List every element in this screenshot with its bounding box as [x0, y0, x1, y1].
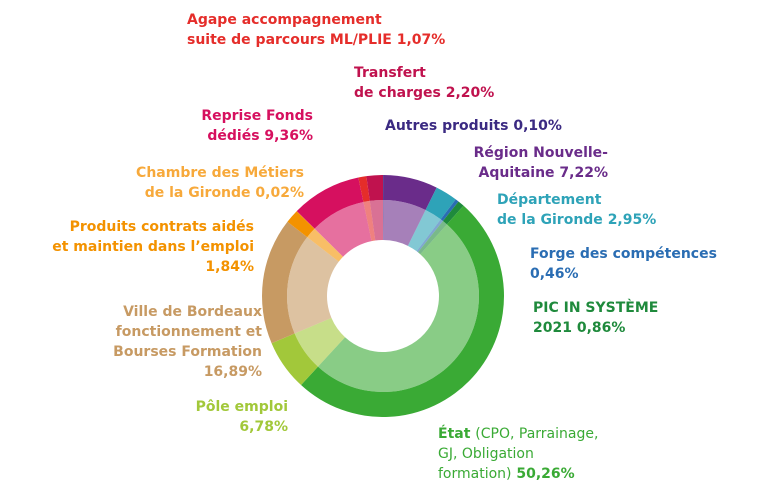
slice-inner — [407, 209, 441, 252]
value-label: 0,46% — [530, 266, 579, 282]
value-label: 7,22% — [559, 165, 608, 181]
value-label: 0,86% — [576, 320, 626, 336]
slice-inner — [314, 228, 344, 257]
slice-inner — [294, 317, 346, 367]
slice-outer — [383, 175, 384, 201]
slice-label: Transfert de charges 2,20% — [354, 63, 494, 103]
slice-inner — [383, 200, 426, 246]
slice-inner — [416, 219, 443, 253]
slice-label: PIC IN SYSTÈME 2021 0,86% — [533, 298, 658, 338]
value-label: 2,95% — [607, 212, 657, 228]
value-label: 50,26% — [516, 466, 575, 482]
value-label: 1,07% — [396, 32, 446, 48]
slice-label: Département de la Gironde 2,95% — [497, 190, 656, 230]
slice-label: Ville de Bordeaux fonctionnement et Bour… — [113, 302, 262, 382]
slice-inner — [369, 200, 383, 241]
label-text: PIC IN SYSTÈME 2021 — [533, 300, 659, 336]
slice-inner — [317, 224, 480, 393]
slice-label: Reprise Fonds dédiés 9,36% — [201, 106, 313, 146]
label-text: Forge des compétences — [530, 246, 717, 262]
det: (CPO, Parrainage, GJ, Obligation formati… — [438, 426, 599, 482]
slice-outer — [296, 211, 315, 229]
label-text: Ville de Bordeaux fonctionnement et Bour… — [113, 304, 262, 360]
slice-label: Région Nouvelle- Aquitaine 7,22% — [474, 143, 608, 183]
value-label: 0,10% — [513, 118, 562, 134]
slice-outer — [301, 205, 505, 418]
label-text: Agape accompagnement suite de parcours M… — [187, 12, 392, 48]
label-text: Région Nouvelle- Aquitaine — [473, 145, 608, 181]
slice-inner — [314, 202, 372, 257]
slice-inner — [417, 220, 447, 255]
value-label: 1,84% — [205, 259, 254, 275]
slice-outer — [366, 175, 383, 201]
slice-outer — [271, 333, 318, 386]
value-label: 2,20% — [445, 85, 495, 101]
label-text: Autres produits — [385, 118, 509, 134]
slice-outer — [425, 187, 456, 220]
slice-label: Produits contrats aidés et maintien dans… — [52, 217, 254, 277]
slice-outer — [262, 221, 308, 344]
label-text: Chambre des Métiers de la Gironde — [136, 165, 304, 201]
label-text: Transfert de charges — [354, 65, 441, 101]
value-label: 16,89% — [203, 364, 262, 380]
label-text: État — [438, 426, 471, 442]
slice-outer — [287, 211, 315, 238]
slice-outer — [440, 199, 459, 221]
label-text: Produits contrats aidés et maintien dans… — [52, 219, 254, 255]
slice-inner — [383, 200, 384, 241]
value-label: 6,78% — [239, 419, 288, 435]
slice-inner — [287, 237, 339, 334]
slice-outer — [442, 201, 464, 225]
slice-label: Forge des compétences 0,46% — [530, 244, 717, 284]
slice-outer — [358, 176, 370, 203]
slice-outer — [383, 175, 437, 210]
value-label: 0,02% — [255, 185, 304, 201]
label-text: Reprise Fonds dédiés — [201, 108, 313, 144]
value-label: 9,36% — [264, 128, 313, 144]
slice-label: Chambre des Métiers de la Gironde 0,02% — [136, 163, 304, 203]
slice-label: Autres produits 0,10% — [385, 116, 562, 136]
slice-outer — [296, 177, 364, 229]
slice-label: État (CPO, Parrainage, GJ, Obligation fo… — [438, 424, 598, 484]
slice-inner — [363, 200, 376, 242]
label-text: Département de la Gironde — [497, 192, 603, 228]
label-text: Pôle emploi — [195, 399, 288, 415]
slice-inner — [307, 228, 344, 262]
slice-label: Agape accompagnement suite de parcours M… — [187, 10, 445, 50]
slice-label: Pôle emploi 6,78% — [196, 397, 288, 437]
